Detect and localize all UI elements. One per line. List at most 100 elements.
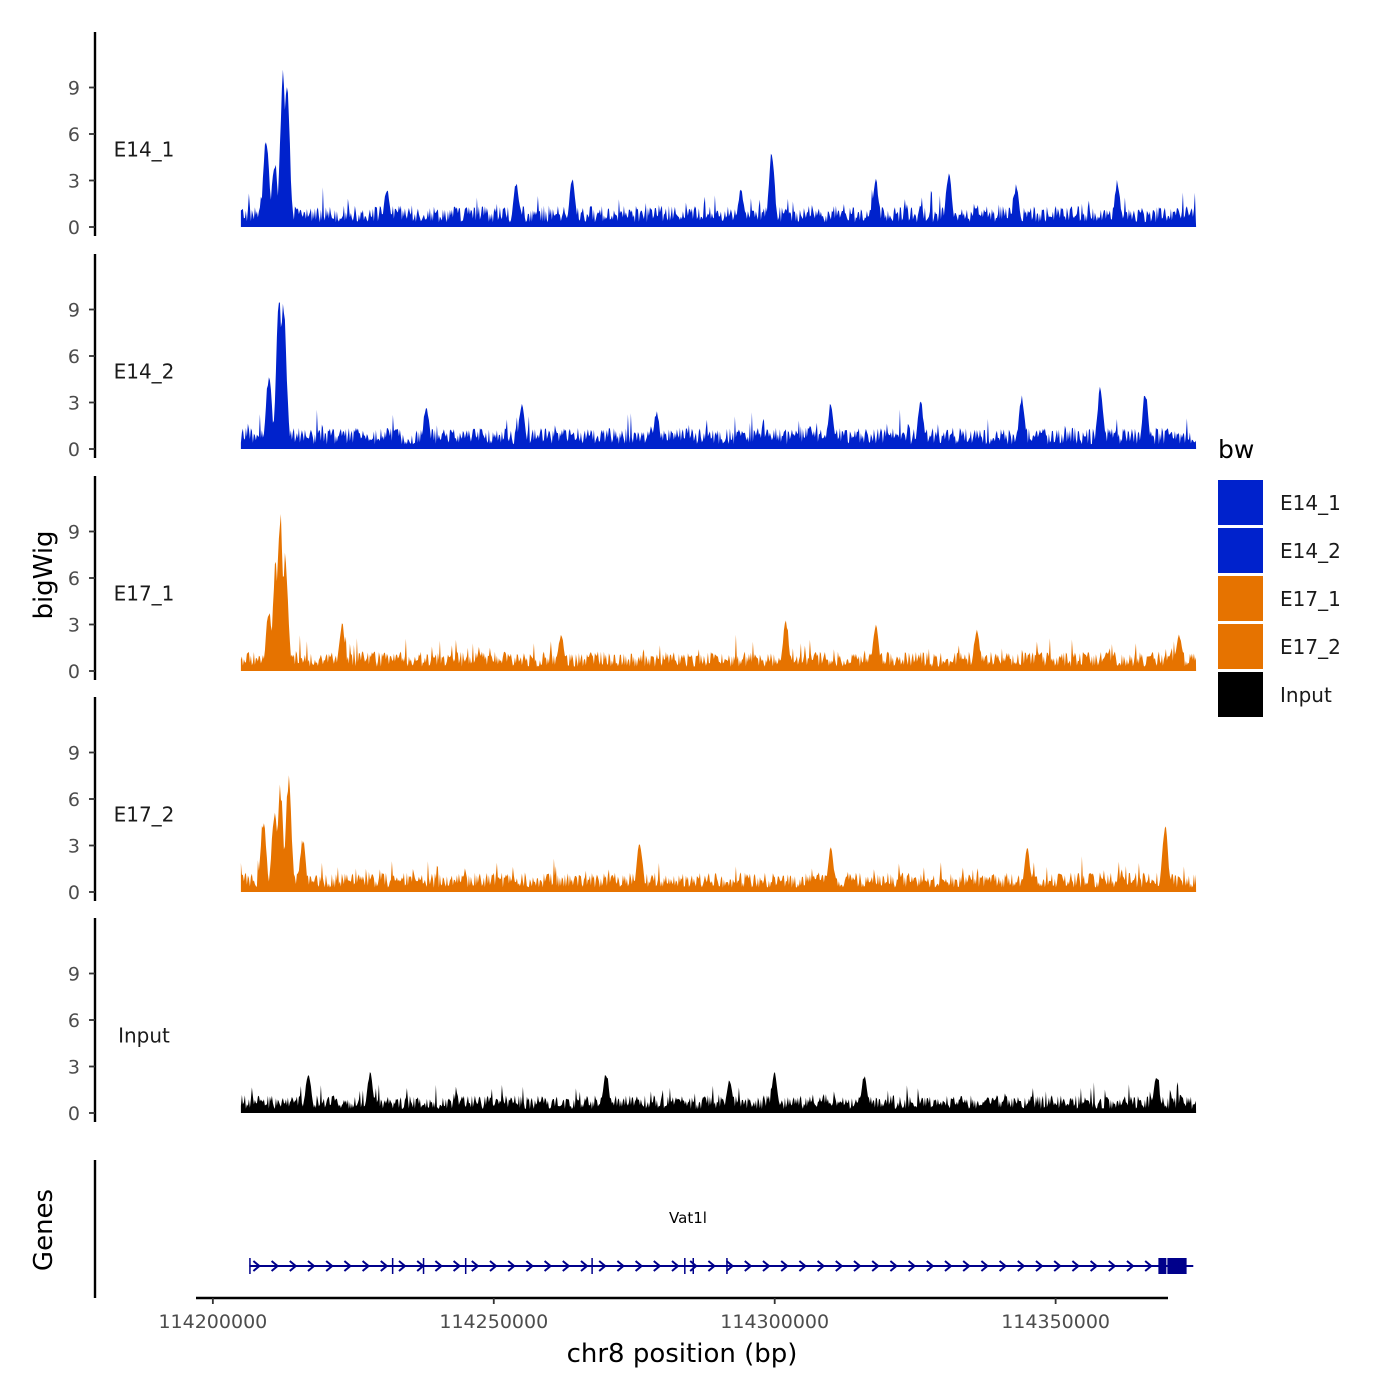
strand-arrow	[325, 1260, 334, 1272]
strand-arrow	[689, 1260, 698, 1272]
strand-arrow	[907, 1260, 917, 1272]
strand-arrow	[507, 1260, 516, 1272]
x-axis: 114200000 114250000 114300000 114350000	[158, 1296, 1168, 1333]
y-tick-label: 3	[68, 393, 80, 415]
y-axis-title: bigWig	[29, 530, 59, 619]
strand-arrow	[289, 1260, 298, 1272]
gene-name-label: Vat1l	[669, 1209, 707, 1227]
strand-arrow	[1071, 1260, 1080, 1272]
strand-arrow	[598, 1260, 607, 1272]
y-tick-label: 0	[68, 1103, 80, 1125]
x-tick-label: 114200000	[158, 1311, 267, 1333]
legend-swatch	[1218, 624, 1263, 669]
track-E17_2: 0 3 6 9 E17_2	[68, 697, 1197, 904]
strand-arrow	[543, 1260, 553, 1272]
genes-axis-title: Genes	[29, 1189, 59, 1271]
legend-label: E14_1	[1280, 491, 1341, 515]
coverage-area	[240, 514, 1197, 671]
signal-tracks: 0 3 6 9 E14_1 0 3 6 9 E14_2 0 3 6 9 E17_1 0 3 6 9 E17_2 0 3 6 9…	[68, 32, 1197, 1125]
exon	[1174, 1258, 1183, 1274]
track-label: E17_2	[114, 803, 175, 827]
legend-swatch	[1218, 480, 1263, 525]
strand-arrow	[580, 1260, 589, 1272]
strand-arrow	[962, 1260, 971, 1272]
x-tick-label: 114250000	[439, 1311, 548, 1333]
strand-arrow	[380, 1260, 389, 1272]
y-tick-label: 3	[68, 171, 80, 193]
track-label: E14_2	[114, 360, 175, 384]
y-tick-label: 0	[68, 217, 80, 239]
y-tick-label: 9	[68, 743, 80, 765]
strand-arrow	[452, 1260, 462, 1272]
strand-arrow	[744, 1260, 753, 1272]
strand-arrow	[780, 1260, 789, 1272]
legend: bw E14_1 E14_2 E17_1 E17_2 Input	[1218, 435, 1341, 717]
strand-arrow	[725, 1260, 735, 1272]
strand-arrow	[398, 1260, 407, 1272]
track-E14_2: 0 3 6 9 E14_2	[68, 254, 1197, 461]
strand-arrow	[252, 1260, 261, 1272]
legend-label: Input	[1280, 683, 1332, 707]
x-tick-label: 114300000	[720, 1311, 829, 1333]
x-tick-label: 114350000	[1001, 1311, 1110, 1333]
y-tick-label: 9	[68, 300, 80, 322]
strand-arrow	[1108, 1260, 1117, 1272]
track-label: E14_1	[114, 138, 175, 162]
strand-arrow	[853, 1260, 862, 1272]
track-Input: 0 3 6 9 Input	[68, 918, 1197, 1125]
strand-arrow	[361, 1260, 371, 1272]
y-tick-label: 0	[68, 661, 80, 683]
strand-arrow	[1126, 1260, 1135, 1272]
x-axis-title: chr8 position (bp)	[567, 1339, 798, 1369]
strand-arrow	[835, 1260, 844, 1272]
y-tick-label: 3	[68, 615, 80, 637]
exon	[1167, 1258, 1176, 1274]
coverage-area	[240, 775, 1197, 892]
strand-arrow	[343, 1260, 352, 1272]
y-tick-label: 9	[68, 522, 80, 544]
strand-arrow	[889, 1260, 898, 1272]
strand-arrow	[1144, 1260, 1153, 1272]
y-tick-label: 6	[68, 124, 80, 146]
strand-arrow	[871, 1260, 880, 1272]
gene-track: Vat1l	[93, 1160, 1194, 1298]
legend-swatch	[1218, 528, 1263, 573]
y-tick-label: 6	[68, 346, 80, 368]
strand-arrow	[944, 1260, 953, 1272]
strand-arrow	[1053, 1260, 1062, 1272]
strand-arrow	[707, 1260, 716, 1272]
strand-arrow	[489, 1260, 498, 1272]
strand-arrow	[616, 1260, 625, 1272]
exon	[1178, 1258, 1187, 1274]
strand-arrow	[926, 1260, 935, 1272]
y-tick-label: 3	[68, 836, 80, 858]
strand-arrow	[562, 1260, 571, 1272]
strand-arrow	[525, 1260, 534, 1272]
y-tick-label: 0	[68, 439, 80, 461]
track-E17_1: 0 3 6 9 E17_1	[68, 476, 1197, 683]
exon	[1158, 1258, 1167, 1274]
track-E14_1: 0 3 6 9 E14_1	[68, 32, 1197, 239]
legend-swatch	[1218, 576, 1263, 621]
coverage-area	[240, 302, 1197, 449]
strand-arrow	[980, 1260, 989, 1272]
coverage-area	[240, 69, 1197, 227]
strand-arrow	[634, 1260, 644, 1272]
y-tick-label: 6	[68, 568, 80, 590]
y-tick-label: 6	[68, 789, 80, 811]
legend-label: E17_2	[1280, 635, 1341, 659]
legend-label: E17_1	[1280, 587, 1341, 611]
strand-arrow	[798, 1260, 807, 1272]
track-label: Input	[118, 1024, 170, 1048]
y-tick-label: 0	[68, 882, 80, 904]
y-tick-label: 9	[68, 964, 80, 986]
strand-arrow	[671, 1260, 680, 1272]
track-label: E17_1	[114, 582, 175, 606]
strand-arrow	[270, 1260, 280, 1272]
strand-arrow	[307, 1260, 316, 1272]
strand-arrow	[1017, 1260, 1026, 1272]
strand-arrow	[816, 1260, 826, 1272]
strand-arrow	[1035, 1260, 1044, 1272]
legend-label: E14_2	[1280, 539, 1341, 563]
